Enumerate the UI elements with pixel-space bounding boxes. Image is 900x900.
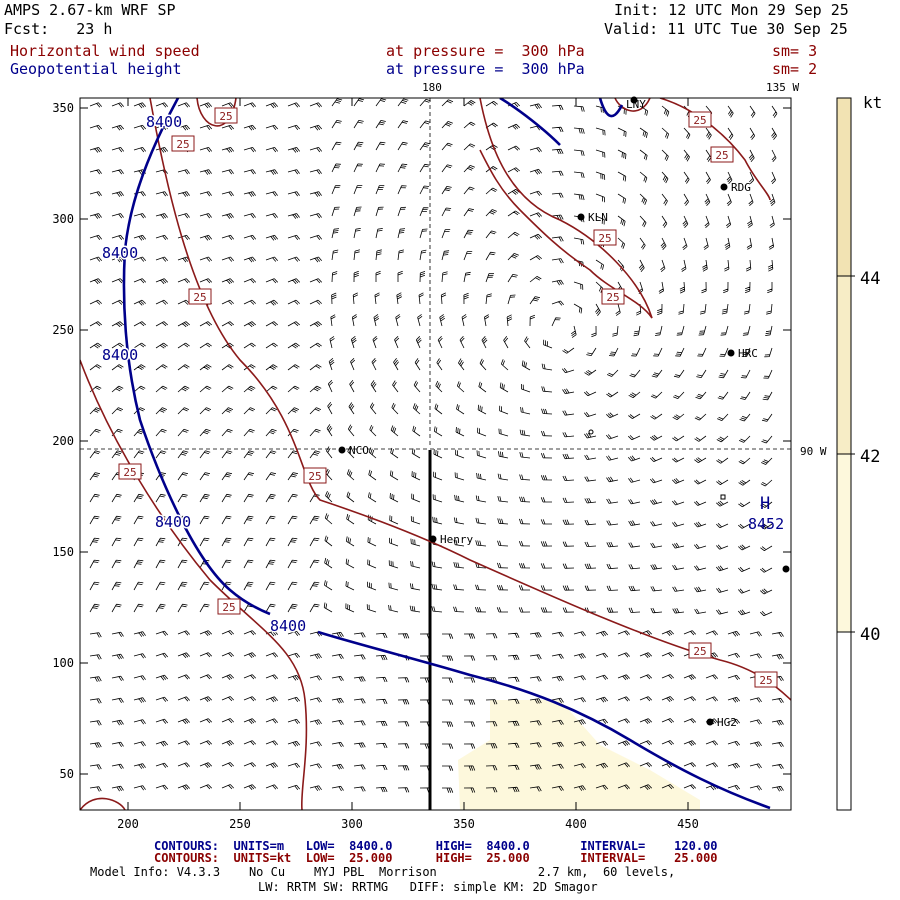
field1-level: at pressure = 300 hPa xyxy=(386,42,585,60)
colorbar-band xyxy=(837,276,851,454)
field1-name: Horizontal wind speed xyxy=(10,42,200,60)
field2-level: at pressure = 300 hPa xyxy=(386,60,585,78)
height-label: 8400 xyxy=(155,513,191,531)
longitude-label-180: 180 xyxy=(422,81,442,94)
colorbar-label: 42 xyxy=(860,447,880,467)
x-tick-label: 400 xyxy=(565,817,587,831)
svg-text:25: 25 xyxy=(308,470,321,483)
station-marker xyxy=(782,565,790,573)
station-marker xyxy=(429,535,437,543)
station-label: Henry xyxy=(440,533,473,546)
x-tick-label: 350 xyxy=(453,817,475,831)
station-marker xyxy=(727,349,735,357)
height-label: 8400 xyxy=(102,346,138,364)
station-marker xyxy=(720,183,728,191)
plot-frame xyxy=(79,97,792,811)
wind-label: 25 xyxy=(303,467,327,484)
wind-label: 25 xyxy=(217,598,241,615)
wind-label: 25 xyxy=(688,111,712,128)
svg-text:25: 25 xyxy=(693,114,706,127)
high-symbol: H xyxy=(760,494,770,514)
field2-smoothing: sm= 2 xyxy=(772,60,818,78)
colorbar: kt 40 42 44 xyxy=(836,93,882,811)
y-tick-label: 100 xyxy=(52,656,74,670)
station-label: LNY xyxy=(626,98,646,111)
field2-name: Geopotential height xyxy=(10,60,182,78)
x-tick-label: 200 xyxy=(117,817,139,831)
model-title: AMPS 2.67-km WRF SP xyxy=(4,1,176,19)
y-tick-label: 350 xyxy=(52,101,74,115)
y-tick-label: 150 xyxy=(52,545,74,559)
svg-text:25: 25 xyxy=(693,645,706,658)
colorbar-band xyxy=(837,632,851,810)
height-label: 8400 xyxy=(102,244,138,262)
wind-label: 25 xyxy=(601,288,625,305)
wind-label: 25 xyxy=(118,463,142,480)
y-tick-label: 250 xyxy=(52,323,74,337)
field1-smoothing: sm= 3 xyxy=(772,42,818,60)
station-marker xyxy=(630,96,638,104)
longitude-label-90w: 90 W xyxy=(800,445,827,458)
wind-label: 25 xyxy=(214,107,238,124)
station-label: RDG xyxy=(731,181,751,194)
station-label: KLN xyxy=(588,211,608,224)
height-labels: 8400 8400 8400 8400 8400 xyxy=(101,112,308,637)
station-marker xyxy=(577,213,585,221)
physics-info: LW: RRTM SW: RRTMG DIFF: simple KM: 2D S… xyxy=(258,880,598,894)
svg-text:25: 25 xyxy=(759,674,772,687)
station-marker-open xyxy=(588,429,594,435)
x-tick-label: 450 xyxy=(677,817,699,831)
svg-text:25: 25 xyxy=(219,110,232,123)
x-axis-labels: 200 250 300 350 400 450 xyxy=(117,817,699,831)
station-marker xyxy=(338,446,346,454)
y-tick-label: 50 xyxy=(60,767,74,781)
x-tick-label: 300 xyxy=(341,817,363,831)
svg-text:25: 25 xyxy=(123,466,136,479)
wind-label: 25 xyxy=(188,288,212,305)
colorbar-label: 40 xyxy=(860,625,880,645)
colorbar-label: 44 xyxy=(860,269,880,289)
stations: LNY RDG KLN HRC NCO Henry HG2 xyxy=(338,96,790,729)
svg-text:25: 25 xyxy=(222,601,235,614)
wind-speed-shading xyxy=(458,700,700,810)
wind-labels: 25 25 25 25 25 25 25 25 25 25 25 25 xyxy=(118,107,778,688)
wind-barb-glyphs xyxy=(89,98,784,793)
wind-label: 25 xyxy=(688,642,712,659)
x-tick-label: 250 xyxy=(229,817,251,831)
model-info: Model Info: V4.3.3 No Cu MYJ PBL Morriso… xyxy=(90,865,676,879)
colorbar-band xyxy=(837,98,851,276)
height-contours xyxy=(122,98,771,810)
wind-label: 25 xyxy=(593,229,617,246)
svg-text:25: 25 xyxy=(598,232,611,245)
init-time: Init: 12 UTC Mon 29 Sep 25 xyxy=(614,1,849,19)
longitude-label-135w: 135 W xyxy=(766,81,799,94)
y-tick-label: 300 xyxy=(52,212,74,226)
wind-label: 25 xyxy=(710,146,734,163)
svg-text:25: 25 xyxy=(193,291,206,304)
height-label: 8400 xyxy=(270,617,306,635)
station-label: HRC xyxy=(738,347,758,360)
wind-barbs xyxy=(89,98,784,793)
station-marker xyxy=(706,718,714,726)
axis-ticks xyxy=(80,98,791,810)
wind-label: 25 xyxy=(171,135,195,152)
svg-text:25: 25 xyxy=(176,138,189,151)
y-tick-label: 200 xyxy=(52,434,74,448)
svg-text:25: 25 xyxy=(606,291,619,304)
wind-label: 25 xyxy=(754,671,778,688)
contour-info-height: CONTOURS: UNITS=m LOW= 8400.0 HIGH= 8400… xyxy=(154,839,718,853)
forecast-hour: Fcst: 23 h xyxy=(4,20,113,38)
y-axis-labels: 50 100 150 200 250 300 350 xyxy=(52,101,74,781)
station-label: NCO xyxy=(349,444,369,457)
svg-text:25: 25 xyxy=(715,149,728,162)
station-label: HG2 xyxy=(717,716,737,729)
colorbar-unit: kt xyxy=(863,93,882,112)
high-value: 8452 xyxy=(748,515,784,533)
height-label: 8400 xyxy=(146,113,182,131)
station-marker-square xyxy=(720,494,726,500)
valid-time: Valid: 11 UTC Tue 30 Sep 25 xyxy=(604,20,848,38)
contour-info-wind: CONTOURS: UNITS=kt LOW= 25.000 HIGH= 25.… xyxy=(154,851,718,865)
colorbar-band xyxy=(837,454,851,632)
